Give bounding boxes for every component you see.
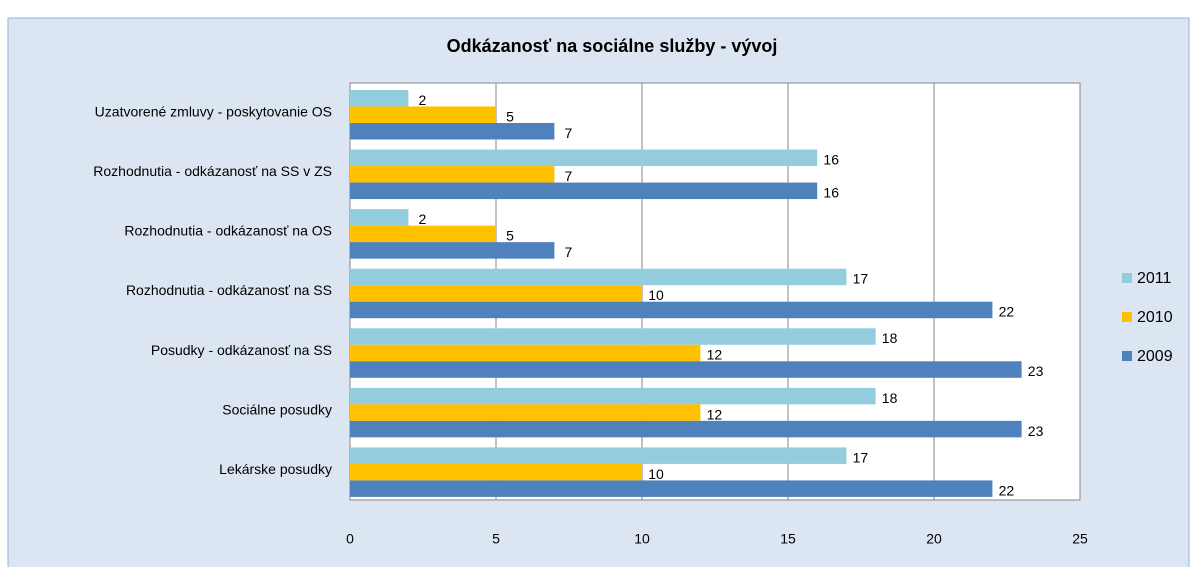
bar (350, 106, 496, 123)
bar (350, 447, 847, 464)
x-tick-label: 5 (492, 531, 500, 547)
bar (350, 404, 701, 421)
y-tick-label: Lekárske posudky (219, 461, 332, 477)
bar (350, 209, 409, 226)
bar (350, 328, 876, 345)
value-label: 7 (565, 125, 573, 141)
value-label: 16 (823, 185, 839, 201)
bar (350, 123, 555, 140)
x-tick-label: 25 (1072, 531, 1088, 547)
bar (350, 387, 876, 405)
bar (350, 242, 555, 259)
value-label: 23 (1028, 363, 1044, 379)
value-label: 5 (506, 108, 514, 124)
x-tick-label: 0 (346, 531, 354, 547)
value-label: 12 (707, 347, 723, 363)
value-label: 22 (999, 304, 1015, 320)
value-label: 2 (419, 92, 427, 108)
value-label: 2 (419, 211, 427, 227)
bar (350, 182, 818, 200)
value-label: 23 (1028, 423, 1044, 439)
legend-label: 2011 (1137, 270, 1172, 287)
legend-swatch (1122, 312, 1132, 322)
legend-swatch (1122, 273, 1132, 283)
y-tick-label: Rozhodnutia - odkázanosť na SS (126, 282, 332, 298)
value-label: 5 (506, 228, 514, 244)
legend-label: 2009 (1137, 348, 1173, 365)
y-tick-label: Posudky - odkázanosť na SS (151, 342, 332, 358)
value-label: 10 (648, 466, 664, 482)
x-tick-label: 20 (926, 531, 942, 547)
value-label: 17 (853, 449, 869, 465)
legend-label: 2010 (1137, 309, 1173, 326)
bar (350, 285, 642, 302)
y-tick-label: Rozhodnutia - odkázanosť na SS v ZS (93, 163, 332, 179)
bar (350, 420, 1022, 438)
value-label: 18 (882, 390, 898, 406)
bar (350, 149, 818, 167)
value-label: 7 (565, 168, 573, 184)
bar (350, 90, 409, 107)
bar (350, 166, 555, 183)
bar (350, 344, 701, 362)
value-label: 18 (882, 330, 898, 346)
value-label: 7 (565, 244, 573, 260)
value-label: 17 (853, 271, 869, 287)
bar (350, 268, 847, 286)
value-label: 10 (648, 287, 664, 303)
y-tick-label: Sociálne posudky (222, 401, 332, 417)
bar (350, 463, 642, 481)
value-label: 12 (707, 406, 723, 422)
chart-title: Odkázanosť na sociálne služby - vývoj (447, 36, 778, 56)
bar (350, 301, 993, 319)
x-tick-label: 15 (780, 531, 796, 547)
x-tick-label: 10 (634, 531, 650, 547)
bar (350, 480, 993, 497)
value-label: 22 (999, 482, 1015, 498)
value-label: 16 (823, 152, 839, 168)
bar (350, 225, 496, 243)
y-tick-label: Rozhodnutia - odkázanosť na OS (124, 223, 332, 239)
legend-swatch (1122, 351, 1132, 361)
bar (350, 361, 1022, 378)
y-tick-label: Uzatvorené zmluvy - poskytovanie OS (95, 103, 332, 119)
